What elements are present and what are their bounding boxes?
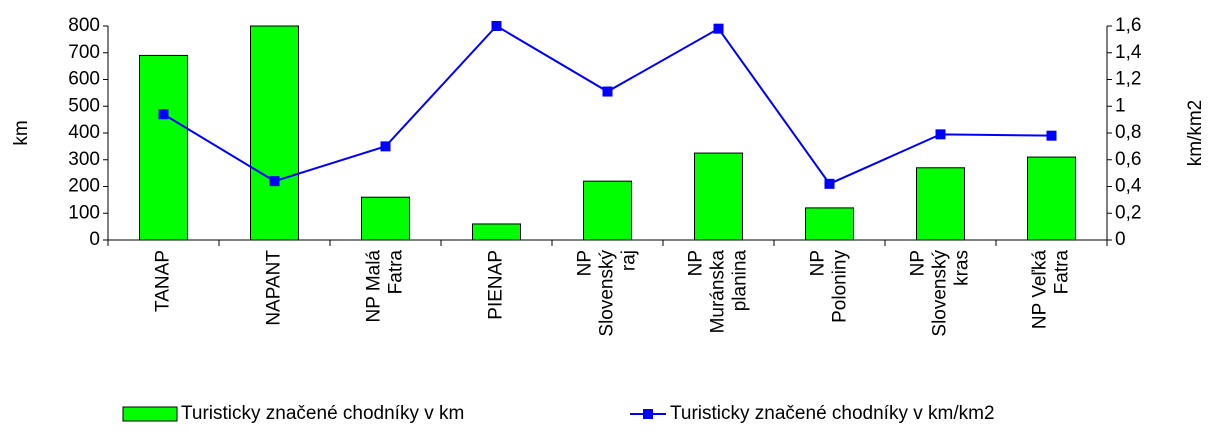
bar xyxy=(139,54,188,241)
y2-tick-label: 0,6 xyxy=(1115,149,1141,170)
legend-swatch xyxy=(643,409,653,419)
x-tick-label: NP Malá xyxy=(364,250,385,323)
y2-tick-label: 1,4 xyxy=(1115,42,1142,63)
x-tick-label: NP Veľká xyxy=(1030,250,1051,330)
x-tick-label: Poloniny xyxy=(830,250,851,323)
x-tick-label: NP xyxy=(686,250,707,276)
y2-tick-label: 1,6 xyxy=(1115,15,1141,36)
x-tick-label: NAPANT xyxy=(264,250,285,326)
bar xyxy=(250,25,299,241)
y2-tick-label: 1,2 xyxy=(1115,69,1141,90)
y-tick-label: 600 xyxy=(68,69,100,90)
x-tick-label: raj xyxy=(619,250,640,271)
x-tick-label: TANAP xyxy=(153,250,174,312)
x-tick-label: Slovenský xyxy=(597,250,618,337)
y-tick-label: 0 xyxy=(89,229,100,250)
bar xyxy=(805,207,854,241)
x-tick-label: kras xyxy=(952,250,973,286)
y-tick-label: 100 xyxy=(68,202,100,223)
marker xyxy=(713,23,724,34)
x-tick-label: NP xyxy=(575,250,596,276)
marker xyxy=(1046,130,1057,141)
y-tick-label: 800 xyxy=(68,15,100,36)
marker xyxy=(602,86,613,97)
x-tick-label: NP xyxy=(808,250,829,276)
y-axis-title: km xyxy=(11,120,32,145)
x-tick-label: NP xyxy=(908,250,929,276)
bar xyxy=(361,196,410,241)
bar xyxy=(1027,156,1076,241)
marker xyxy=(491,21,502,31)
x-tick-label: planina xyxy=(730,250,751,312)
y2-tick-label: 0,8 xyxy=(1115,122,1141,143)
x-tick-label: Fatra xyxy=(386,250,407,295)
legend-label: Turisticky značené chodníky v km/km2 xyxy=(670,403,995,424)
y2-tick-label: 1 xyxy=(1115,95,1126,116)
marker xyxy=(158,109,169,120)
y-tick-label: 200 xyxy=(68,176,100,197)
legend-label: Turisticky značené chodníky v km xyxy=(181,403,464,424)
bar xyxy=(583,180,632,241)
marker xyxy=(380,141,391,152)
x-tick-label: Slovenský xyxy=(930,250,951,337)
legend-swatch xyxy=(122,406,178,422)
y-tick-label: 300 xyxy=(68,149,100,170)
bar xyxy=(472,223,521,241)
y-tick-label: 400 xyxy=(68,122,100,143)
x-tick-label: Fatra xyxy=(1052,250,1073,295)
marker xyxy=(269,176,280,187)
y2-tick-label: 0,4 xyxy=(1115,176,1142,197)
y2-tick-label: 0,2 xyxy=(1115,202,1141,223)
marker xyxy=(935,129,946,140)
y2-tick-label: 0 xyxy=(1115,229,1126,250)
x-tick-label: PIENAP xyxy=(486,250,507,320)
y2-axis-title: km/km2 xyxy=(1185,100,1206,167)
bar xyxy=(916,167,965,241)
marker xyxy=(824,178,835,189)
y-tick-label: 500 xyxy=(68,95,100,116)
bar xyxy=(694,152,743,241)
y-tick-label: 700 xyxy=(68,42,100,63)
x-tick-label: Muránska xyxy=(708,250,729,334)
